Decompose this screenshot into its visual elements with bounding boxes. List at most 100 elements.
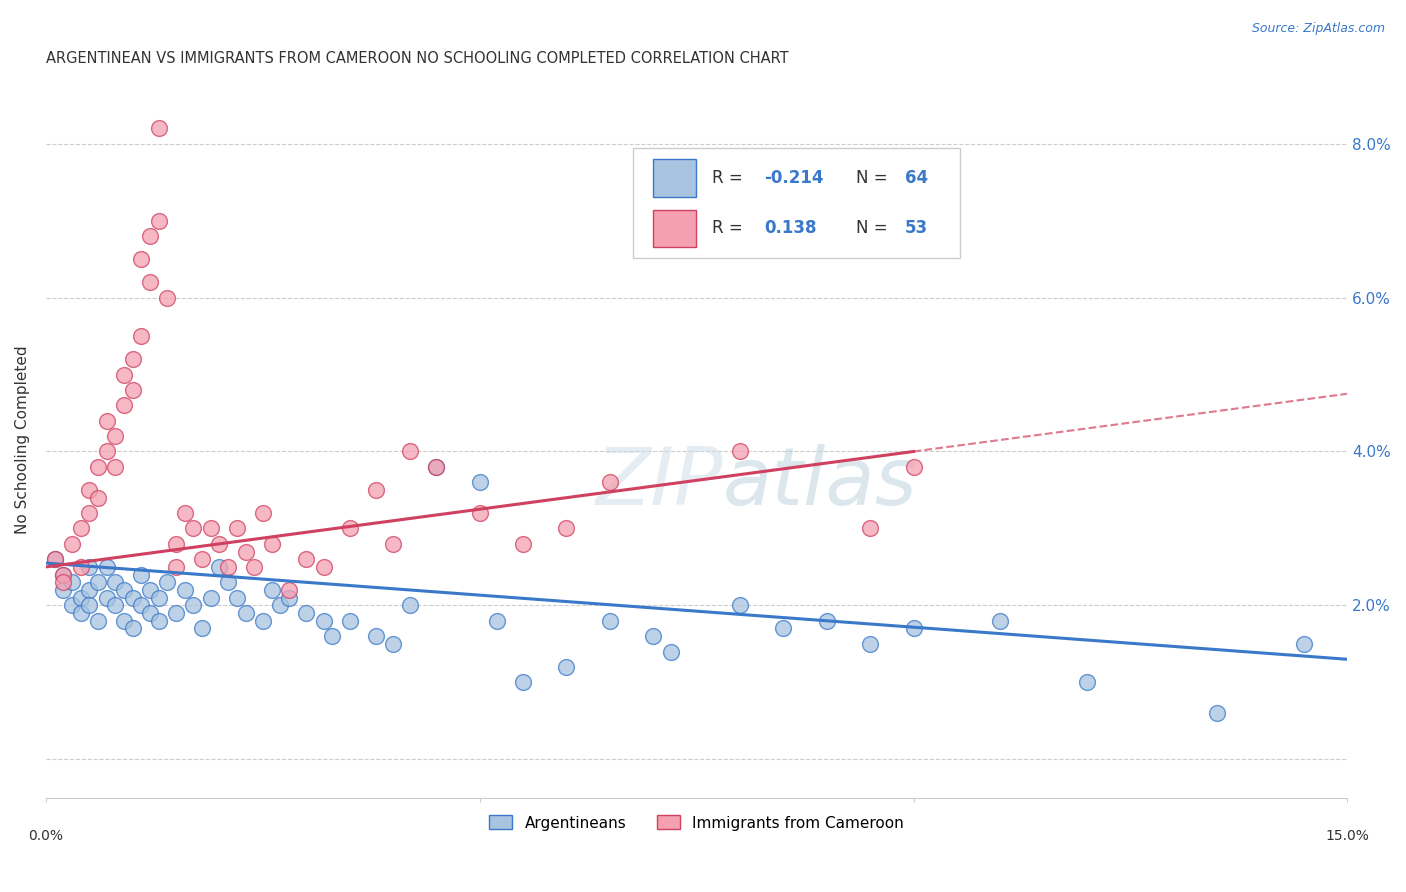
Point <box>79 506 101 520</box>
Point <box>87 459 110 474</box>
Text: 53: 53 <box>904 219 928 237</box>
Point <box>121 352 143 367</box>
Point <box>148 213 170 227</box>
Point <box>425 459 447 474</box>
Legend: Argentineans, Immigrants from Cameroon: Argentineans, Immigrants from Cameroon <box>484 809 910 837</box>
Text: R =: R = <box>711 169 748 187</box>
Point <box>295 552 318 566</box>
Point <box>131 252 153 266</box>
Point <box>112 582 135 597</box>
Point <box>156 291 179 305</box>
Point <box>69 606 91 620</box>
Point <box>399 444 422 458</box>
Point <box>52 575 75 590</box>
Point <box>87 491 110 505</box>
Point <box>382 537 405 551</box>
Point <box>728 599 751 613</box>
Point <box>52 582 75 597</box>
Text: ZIP: ZIP <box>595 444 723 522</box>
Point <box>165 537 187 551</box>
Point <box>165 560 187 574</box>
Point <box>139 582 162 597</box>
Point <box>277 591 299 605</box>
Point <box>468 475 491 490</box>
Point <box>60 599 83 613</box>
Text: 64: 64 <box>904 169 928 187</box>
Point <box>96 414 118 428</box>
Point <box>1076 675 1098 690</box>
Point <box>217 560 239 574</box>
Point <box>217 575 239 590</box>
Point <box>183 599 205 613</box>
Point <box>364 483 387 497</box>
Point <box>148 591 170 605</box>
Point <box>69 591 91 605</box>
Point <box>79 599 101 613</box>
Text: -0.214: -0.214 <box>765 169 824 187</box>
Point <box>339 614 361 628</box>
Point <box>139 275 162 289</box>
Point <box>312 614 335 628</box>
Point <box>599 475 621 490</box>
Point <box>364 629 387 643</box>
Point <box>44 552 66 566</box>
Text: N =: N = <box>856 169 893 187</box>
Point <box>425 459 447 474</box>
Point <box>60 575 83 590</box>
Point <box>148 614 170 628</box>
Point <box>1292 637 1315 651</box>
Text: R =: R = <box>711 219 754 237</box>
Point <box>243 560 266 574</box>
Point <box>988 614 1011 628</box>
Text: ARGENTINEAN VS IMMIGRANTS FROM CAMEROON NO SCHOOLING COMPLETED CORRELATION CHART: ARGENTINEAN VS IMMIGRANTS FROM CAMEROON … <box>46 51 789 66</box>
Point <box>191 622 214 636</box>
Point <box>148 121 170 136</box>
Point <box>131 329 153 343</box>
Point <box>96 591 118 605</box>
Point <box>260 537 283 551</box>
Point <box>225 591 247 605</box>
Point <box>269 599 291 613</box>
Point <box>339 521 361 535</box>
Point <box>643 629 665 643</box>
Point <box>139 229 162 244</box>
Text: atlas: atlas <box>723 444 917 522</box>
Point <box>235 544 257 558</box>
Point <box>69 560 91 574</box>
Point <box>104 459 127 474</box>
FancyBboxPatch shape <box>652 210 696 247</box>
Point <box>104 599 127 613</box>
Point <box>173 582 195 597</box>
Point <box>183 521 205 535</box>
Point <box>200 521 222 535</box>
Point <box>69 521 91 535</box>
Point <box>399 599 422 613</box>
Point <box>382 637 405 651</box>
Point <box>79 582 101 597</box>
Point <box>173 506 195 520</box>
Point <box>486 614 509 628</box>
Point <box>772 622 794 636</box>
Point <box>44 552 66 566</box>
Point <box>200 591 222 605</box>
Text: 0.138: 0.138 <box>765 219 817 237</box>
Point <box>208 537 231 551</box>
Point <box>139 606 162 620</box>
Point <box>659 644 682 658</box>
Point <box>512 537 534 551</box>
Point <box>312 560 335 574</box>
Point <box>235 606 257 620</box>
Point <box>52 567 75 582</box>
Point <box>104 429 127 443</box>
Text: N =: N = <box>856 219 893 237</box>
Point <box>60 537 83 551</box>
Text: 0.0%: 0.0% <box>28 829 63 843</box>
Point <box>112 398 135 412</box>
Point <box>728 444 751 458</box>
Point <box>87 614 110 628</box>
Point <box>277 582 299 597</box>
Point <box>131 567 153 582</box>
Point <box>52 567 75 582</box>
Point <box>165 606 187 620</box>
Point <box>87 575 110 590</box>
